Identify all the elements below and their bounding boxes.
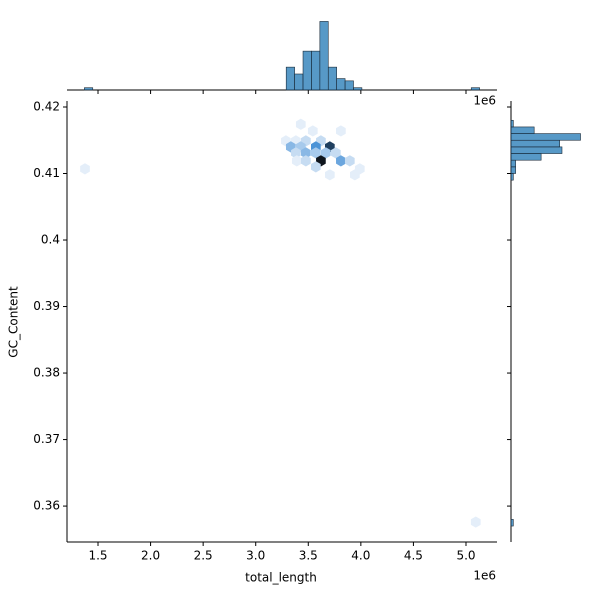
top-histogram-bar bbox=[327, 66, 337, 91]
x-offset-label: 1e6 bbox=[473, 94, 496, 108]
top-histogram-bar bbox=[353, 87, 363, 91]
x-tick-label: 4.5 bbox=[404, 549, 423, 563]
top-histogram-bar bbox=[344, 80, 354, 91]
hexbin bbox=[336, 155, 346, 167]
right-histogram-bar bbox=[510, 173, 514, 181]
hexbin bbox=[311, 161, 321, 173]
y-tick-label: 0.39 bbox=[33, 299, 60, 313]
hexbin bbox=[320, 147, 331, 159]
x-tick-label: 5.0 bbox=[456, 549, 475, 563]
y-tick-label: 0.41 bbox=[33, 166, 60, 180]
hexbin bbox=[301, 155, 311, 167]
hexbin bbox=[301, 147, 311, 159]
hexbin bbox=[470, 516, 481, 528]
hexbin bbox=[336, 125, 346, 137]
hexbin bbox=[330, 147, 341, 159]
top-histogram-bar bbox=[319, 21, 329, 91]
x-offset-label: 1e6 bbox=[473, 569, 496, 583]
right-histogram-bar bbox=[510, 519, 514, 527]
hexbin bbox=[291, 155, 302, 167]
x-tick-label: 4.0 bbox=[351, 549, 370, 563]
y-tick-label: 0.4 bbox=[41, 233, 60, 247]
hexbin bbox=[324, 169, 335, 181]
right-histogram-bar bbox=[510, 166, 516, 174]
hexbin bbox=[80, 163, 90, 175]
hexbin bbox=[344, 155, 355, 167]
right-histogram-bar bbox=[510, 159, 516, 168]
top-histogram-bar bbox=[336, 78, 346, 91]
top-histogram-bar bbox=[84, 87, 94, 91]
top-histogram-bar bbox=[294, 73, 304, 91]
right-histogram-bar bbox=[510, 133, 581, 141]
y-tick-label: 0.36 bbox=[33, 499, 60, 513]
y-tick-label: 0.38 bbox=[33, 366, 60, 380]
top-histogram-bar bbox=[285, 66, 295, 91]
top-histogram-bar bbox=[311, 50, 321, 91]
hexbin bbox=[295, 118, 306, 130]
x-tick-label: 2.5 bbox=[194, 549, 213, 563]
y-axis-label: GC_Content bbox=[7, 286, 21, 358]
hexbin bbox=[311, 147, 321, 159]
x-tick-label: 2.0 bbox=[141, 549, 160, 563]
hexbin bbox=[350, 169, 360, 181]
hexbin bbox=[307, 125, 318, 137]
right-histogram-bar bbox=[510, 146, 563, 154]
top-histogram-bar bbox=[470, 87, 480, 91]
hexbin bbox=[291, 147, 301, 159]
x-axis-label: total_length bbox=[245, 571, 317, 585]
right-histogram-bar bbox=[510, 119, 514, 128]
y-tick-label: 0.37 bbox=[33, 432, 60, 446]
x-tick-label: 3.5 bbox=[299, 549, 318, 563]
x-tick-label: 3.0 bbox=[246, 549, 265, 563]
right-histogram-bar bbox=[510, 153, 542, 161]
right-histogram-bar bbox=[510, 126, 535, 134]
top-histogram-bar bbox=[302, 50, 312, 91]
x-tick-label: 1.5 bbox=[88, 549, 107, 563]
y-tick-label: 0.42 bbox=[33, 99, 60, 113]
right-histogram-bar bbox=[510, 139, 560, 148]
